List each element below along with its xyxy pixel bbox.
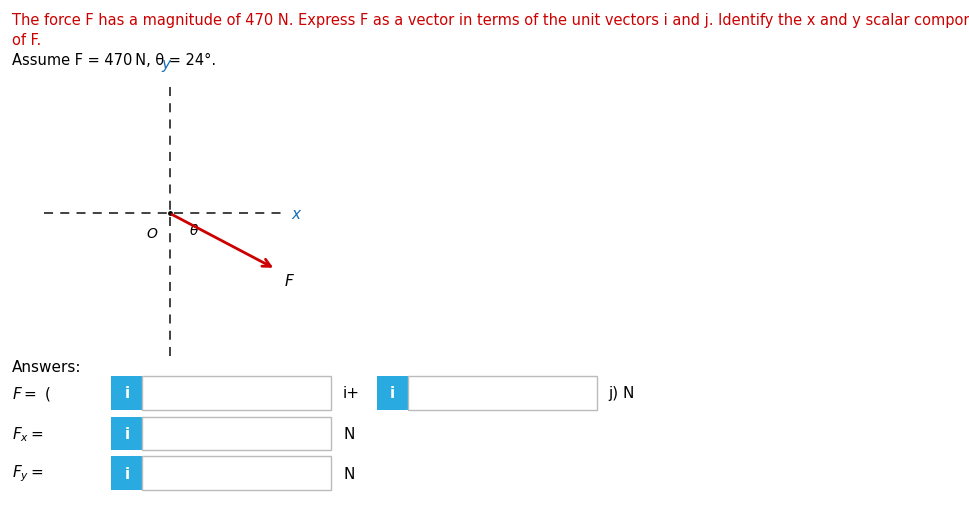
Text: i: i <box>124 427 130 441</box>
Text: i: i <box>390 386 395 401</box>
Text: N: N <box>343 427 355 441</box>
Text: N: N <box>343 466 355 480</box>
Text: $F =$ (: $F =$ ( <box>12 384 50 402</box>
Text: j) N: j) N <box>609 386 635 401</box>
Text: Assume F = 470 N, θ = 24°.: Assume F = 470 N, θ = 24°. <box>12 52 216 67</box>
FancyBboxPatch shape <box>142 417 331 450</box>
Text: The force F has a magnitude of 470 N. Express F as a vector in terms of the unit: The force F has a magnitude of 470 N. Ex… <box>12 13 969 27</box>
Text: $F_y =$: $F_y =$ <box>12 463 44 484</box>
FancyBboxPatch shape <box>142 377 331 410</box>
Text: $x$: $x$ <box>291 206 302 221</box>
Text: i: i <box>124 386 130 401</box>
Text: $y$: $y$ <box>161 58 172 74</box>
Text: of F.: of F. <box>12 33 41 48</box>
FancyBboxPatch shape <box>377 377 408 410</box>
FancyBboxPatch shape <box>142 457 331 490</box>
Text: $\theta$: $\theta$ <box>189 223 200 238</box>
FancyBboxPatch shape <box>111 417 142 450</box>
FancyBboxPatch shape <box>408 377 597 410</box>
Text: $F$: $F$ <box>284 272 295 288</box>
Text: $F_x =$: $F_x =$ <box>12 425 44 443</box>
FancyBboxPatch shape <box>111 457 142 490</box>
Text: $O$: $O$ <box>145 227 158 240</box>
FancyBboxPatch shape <box>111 377 142 410</box>
Text: i: i <box>124 466 130 480</box>
Text: Answers:: Answers: <box>12 359 81 374</box>
Text: i+: i+ <box>343 386 360 401</box>
